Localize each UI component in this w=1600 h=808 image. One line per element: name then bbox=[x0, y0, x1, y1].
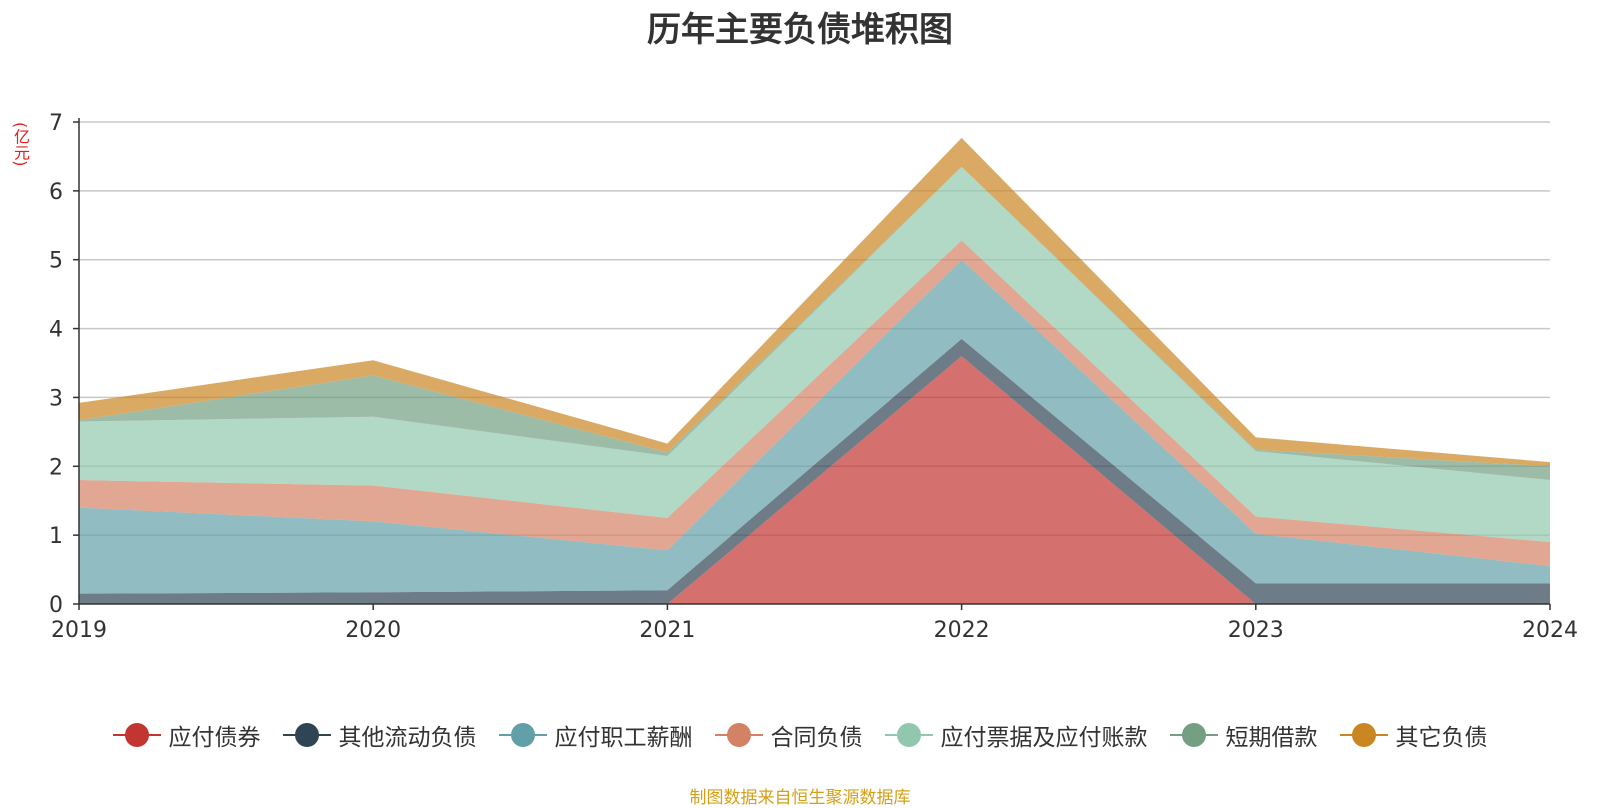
legend-item[interactable]: 应付票据及应付账款 bbox=[884, 718, 1148, 752]
x-tick-label: 2020 bbox=[345, 618, 401, 643]
legend-label: 应付债券 bbox=[168, 725, 261, 751]
legend-item[interactable]: 其它负债 bbox=[1339, 718, 1488, 752]
legend-item[interactable]: 应付职工薪酬 bbox=[498, 718, 693, 752]
area-series-1 bbox=[79, 356, 1550, 604]
legend-item[interactable]: 其他流动负债 bbox=[282, 718, 477, 752]
y-tick-label: 0 bbox=[49, 593, 63, 618]
y-axis-unit-label: (亿元) bbox=[11, 122, 30, 167]
x-tick-label: 2023 bbox=[1228, 618, 1284, 643]
legend-marker-icon bbox=[498, 722, 547, 748]
source-note: 制图数据来自恒生聚源数据库 bbox=[689, 788, 911, 808]
x-tick-label: 2022 bbox=[934, 618, 990, 643]
legend-marker-icon bbox=[1339, 722, 1388, 748]
area-series-4 bbox=[79, 240, 1550, 567]
legend-marker-icon bbox=[884, 722, 933, 748]
area-series-5 bbox=[79, 166, 1550, 543]
y-tick-label: 6 bbox=[49, 180, 63, 205]
y-tick-label: 5 bbox=[49, 249, 63, 274]
area-series-6 bbox=[79, 166, 1550, 481]
legend-label: 合同负债 bbox=[770, 725, 863, 751]
legend-marker-icon bbox=[112, 722, 161, 748]
legend-label: 其他流动负债 bbox=[338, 725, 477, 751]
legend-item[interactable]: 应付债券 bbox=[112, 718, 261, 752]
legend-marker-icon bbox=[1169, 722, 1218, 748]
legend-label: 其它负债 bbox=[1395, 725, 1488, 751]
area-series bbox=[79, 137, 1550, 604]
y-tick-label: 2 bbox=[49, 455, 63, 480]
legend-marker-icon bbox=[282, 722, 331, 748]
area-series-7 bbox=[79, 137, 1550, 467]
y-tick-label: 1 bbox=[49, 524, 63, 549]
y-tick-label: 4 bbox=[49, 318, 63, 343]
chart-title: 历年主要负债堆积图 bbox=[647, 10, 953, 50]
legend-marker-icon bbox=[714, 722, 763, 748]
y-tick-label: 3 bbox=[49, 386, 63, 411]
legend: 应付债券 其他流动负债 应付职工薪酬 合同负债 应付票据及应付账款 短期借款 其它负债 bbox=[0, 718, 1600, 752]
legend-label: 应付票据及应付账款 bbox=[940, 725, 1148, 751]
legend-label: 应付职工薪酬 bbox=[554, 725, 693, 751]
x-tick-label: 2024 bbox=[1522, 618, 1578, 643]
area-series-2 bbox=[79, 338, 1550, 604]
legend-item[interactable]: 短期借款 bbox=[1169, 718, 1318, 752]
legend-item[interactable]: 合同负债 bbox=[714, 718, 863, 752]
legend-label: 短期借款 bbox=[1225, 725, 1318, 751]
x-tick-label: 2019 bbox=[51, 618, 107, 643]
axes: 0 1 2 3 4 5 6 7 2019 2020 2021 2022 2023 2024 bbox=[49, 111, 1578, 643]
area-series-3 bbox=[79, 259, 1550, 594]
y-tick-label: 7 bbox=[49, 111, 63, 136]
x-tick-label: 2021 bbox=[639, 618, 695, 643]
